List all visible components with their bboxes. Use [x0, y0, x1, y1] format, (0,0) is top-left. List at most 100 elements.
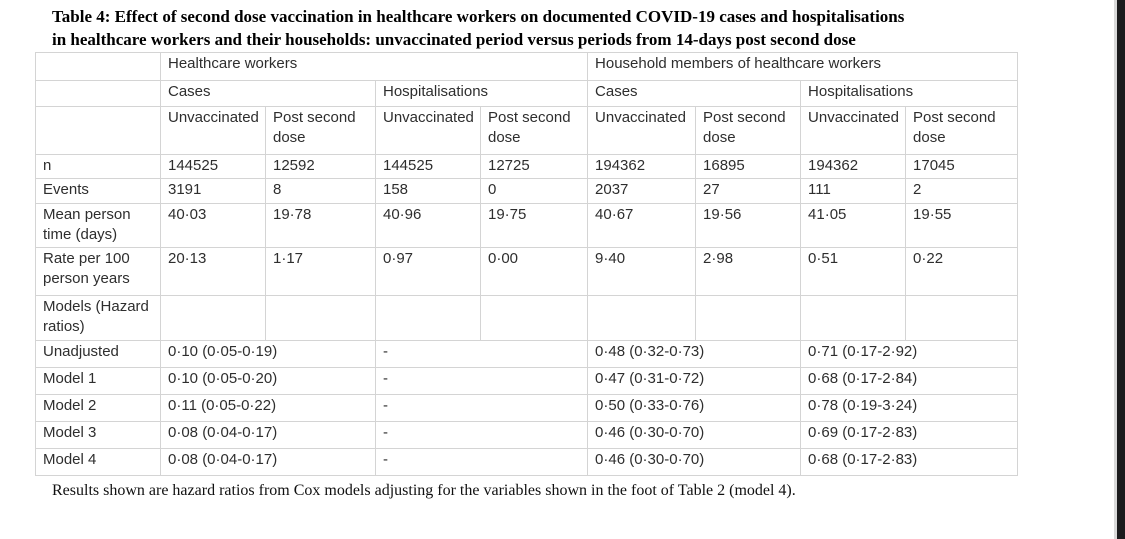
stat-row-rate-per-100: Rate per 100 person years 20·13 1·17 0·9… — [35, 247, 1019, 296]
cell-value: 2·98 — [695, 247, 802, 296]
cell-value: 16895 — [695, 153, 802, 180]
hazard-ratio-hw-cases: 0·10 (0·05-0·19) — [160, 339, 376, 368]
model-row-model-3: Model 3 0·08 (0·04-0·17) - 0·46 (0·30-0·… — [35, 420, 1019, 449]
col-header-hh-hosp-unvaccinated: Unvaccinated — [800, 106, 907, 155]
screen-edge-bar — [1114, 0, 1125, 539]
col-header-hh-cases-post-second-dose: Post second dose — [695, 106, 802, 155]
cell-value: 19·78 — [265, 202, 376, 248]
cell-value: 144525 — [375, 153, 481, 180]
row-label: Models (Hazard ratios) — [35, 295, 161, 341]
row-label: Unadjusted — [35, 339, 161, 368]
row-label: Model 3 — [35, 420, 161, 449]
cell-value: 19·55 — [905, 202, 1019, 248]
cell-value: 41·05 — [800, 202, 907, 248]
hazard-ratio-hh-hosp: 0·78 (0·19-3·24) — [800, 393, 1019, 422]
empty-cell — [375, 295, 481, 341]
empty-cell — [905, 295, 1019, 341]
group-header-row: Healthcare workers Household members of … — [35, 52, 1019, 81]
model-row-model-4: Model 4 0·08 (0·04-0·17) - 0·46 (0·30-0·… — [35, 447, 1019, 476]
cell-value: 0·00 — [479, 247, 589, 296]
empty-cell — [479, 295, 589, 341]
cell-value: 27 — [695, 178, 802, 204]
table-footnote: Results shown are hazard ratios from Cox… — [52, 482, 796, 499]
col-header-hh-hosp-post-second-dose: Post second dose — [905, 106, 1019, 155]
table-title: Table 4: Effect of second dose vaccinati… — [52, 6, 1042, 52]
cell-value: 1·17 — [265, 247, 376, 296]
empty-cell — [35, 106, 161, 155]
row-label: Model 4 — [35, 447, 161, 476]
cell-value: 0·97 — [375, 247, 481, 296]
cell-value: 2 — [905, 178, 1019, 204]
hazard-ratio-hh-cases: 0·46 (0·30-0·70) — [587, 420, 802, 449]
cell-value: 144525 — [160, 153, 266, 180]
subgroup-header-row: Cases Hospitalisations Cases Hospitalisa… — [35, 80, 1019, 107]
row-label: Rate per 100 person years — [35, 247, 161, 296]
col-header-hw-hosp-post-second-dose: Post second dose — [479, 106, 589, 155]
hazard-ratio-hw-hosp: - — [374, 339, 589, 368]
model-row-model-1: Model 1 0·10 (0·05-0·20) - 0·47 (0·31-0·… — [35, 366, 1019, 395]
hazard-ratio-hh-cases: 0·46 (0·30-0·70) — [587, 447, 802, 476]
cell-value: 2037 — [587, 178, 697, 204]
cell-value: 194362 — [587, 153, 697, 180]
subgroup-hw-hospitalisations: Hospitalisations — [374, 80, 589, 107]
hazard-ratio-hh-cases: 0·47 (0·31-0·72) — [587, 366, 802, 395]
column-header-row: Unvaccinated Post second dose Unvaccinat… — [35, 106, 1019, 155]
cell-value: 0 — [479, 178, 589, 204]
cell-value: 3191 — [160, 178, 266, 204]
table-title-line-2: in healthcare workers and their househol… — [52, 29, 856, 49]
hazard-ratio-hh-hosp: 0·68 (0·17-2·83) — [800, 447, 1019, 476]
subgroup-hh-cases: Cases — [587, 80, 802, 107]
empty-cell — [160, 295, 266, 341]
col-header-hw-cases-unvaccinated: Unvaccinated — [160, 106, 266, 155]
cell-value: 194362 — [800, 153, 907, 180]
hazard-ratio-hh-cases: 0·50 (0·33-0·76) — [587, 393, 802, 422]
hazard-ratio-hw-cases: 0·08 (0·04-0·17) — [160, 420, 376, 449]
model-row-unadjusted: Unadjusted 0·10 (0·05-0·19) - 0·48 (0·32… — [35, 339, 1019, 368]
cell-value: 111 — [800, 178, 907, 204]
hazard-ratio-hh-cases: 0·48 (0·32-0·73) — [587, 339, 802, 368]
cell-value: 40·96 — [375, 202, 481, 248]
cell-value: 0·22 — [905, 247, 1019, 296]
row-label: n — [35, 153, 161, 180]
model-row-model-2: Model 2 0·11 (0·05-0·22) - 0·50 (0·33-0·… — [35, 393, 1019, 422]
hazard-ratio-hw-cases: 0·10 (0·05-0·20) — [160, 366, 376, 395]
table-title-line-1: Table 4: Effect of second dose vaccinati… — [52, 7, 905, 26]
row-label: Mean person time (days) — [35, 202, 161, 248]
cell-value: 40·03 — [160, 202, 266, 248]
empty-cell — [265, 295, 376, 341]
models-section-row: Models (Hazard ratios) — [35, 295, 1019, 341]
subgroup-hw-cases: Cases — [160, 80, 376, 107]
cell-value: 0·51 — [800, 247, 907, 296]
hazard-ratio-hw-hosp: - — [374, 366, 589, 395]
empty-corner-cell — [35, 52, 161, 81]
hazard-ratio-hw-hosp: - — [374, 447, 589, 476]
hazard-ratio-hh-hosp: 0·69 (0·17-2·83) — [800, 420, 1019, 449]
hazard-ratio-hw-cases: 0·08 (0·04-0·17) — [160, 447, 376, 476]
cell-value: 20·13 — [160, 247, 266, 296]
cell-value: 12725 — [479, 153, 589, 180]
group-header-healthcare-workers: Healthcare workers — [159, 52, 589, 81]
row-label: Model 1 — [35, 366, 161, 395]
hazard-ratio-hw-cases: 0·11 (0·05-0·22) — [160, 393, 376, 422]
cell-value: 8 — [265, 178, 376, 204]
hazard-ratio-hw-hosp: - — [374, 393, 589, 422]
col-header-hh-cases-unvaccinated: Unvaccinated — [587, 106, 697, 155]
hazard-ratio-hh-hosp: 0·71 (0·17-2·92) — [800, 339, 1019, 368]
col-header-hw-cases-post-second-dose: Post second dose — [265, 106, 376, 155]
table4-results-table: Healthcare workers Household members of … — [35, 52, 1019, 476]
cell-value: 17045 — [905, 153, 1019, 180]
stat-row-n: n 144525 12592 144525 12725 194362 16895… — [35, 153, 1019, 180]
group-header-household-members: Household members of healthcare workers — [587, 52, 1019, 81]
empty-cell — [587, 295, 697, 341]
empty-cell — [35, 80, 161, 107]
hazard-ratio-hw-hosp: - — [374, 420, 589, 449]
stat-row-events: Events 3191 8 158 0 2037 27 111 2 — [35, 178, 1019, 204]
row-label: Model 2 — [35, 393, 161, 422]
stat-row-mean-person-time: Mean person time (days) 40·03 19·78 40·9… — [35, 202, 1019, 248]
cell-value: 40·67 — [587, 202, 697, 248]
cell-value: 19·75 — [479, 202, 589, 248]
empty-cell — [695, 295, 802, 341]
empty-cell — [800, 295, 907, 341]
cell-value: 158 — [375, 178, 481, 204]
col-header-hw-hosp-unvaccinated: Unvaccinated — [375, 106, 481, 155]
